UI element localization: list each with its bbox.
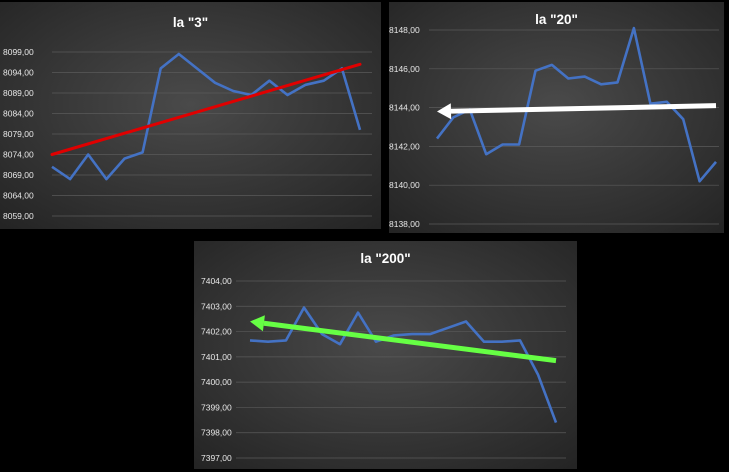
chart-title: la "20" — [535, 12, 578, 27]
y-tick-label: 8089,00 — [3, 88, 34, 98]
trend-line — [50, 62, 362, 156]
y-tick-label: 7398,00 — [201, 428, 232, 438]
y-tick-label: 8094,00 — [3, 68, 34, 78]
y-tick-label: 8074,00 — [3, 150, 34, 160]
y-tick-label: 8059,00 — [3, 211, 34, 221]
y-tick-label: 8148,00 — [389, 25, 420, 35]
y-tick-label: 7397,00 — [201, 453, 232, 463]
chart-panel-la-3: 8099,00 8094,00 8089,00 8084,00 8079,00 8074,… — [0, 2, 381, 229]
chart-title: la "200" — [360, 251, 410, 266]
series-line — [249, 306, 558, 424]
y-tick-label: 8138,00 — [389, 219, 420, 229]
y-tick-label: 8084,00 — [3, 109, 34, 119]
y-tick-label: 8142,00 — [389, 141, 420, 151]
y-tick-label: 7404,00 — [201, 276, 232, 286]
y-tick-label: 7402,00 — [201, 327, 232, 337]
trend-arrowhead — [250, 315, 265, 332]
y-tick-label: 8069,00 — [3, 170, 34, 180]
y-tick-label: 8146,00 — [389, 64, 420, 74]
chart-title: la "3" — [173, 15, 208, 30]
chart-la-20: 8148,00 8146,00 8144,00 8142,00 8140,00 8138,… — [389, 2, 724, 233]
trend-arrow — [263, 320, 557, 364]
y-tick-label: 7403,00 — [201, 301, 232, 311]
trend-arrowhead — [437, 103, 452, 120]
y-tick-label: 8099,00 — [3, 47, 34, 57]
chart-background — [389, 2, 724, 233]
y-tick-label: 8144,00 — [389, 103, 420, 113]
trend-arrow — [450, 103, 717, 114]
y-tick-label: 7399,00 — [201, 402, 232, 412]
y-tick-label: 7400,00 — [201, 377, 232, 387]
y-tick-label: 8079,00 — [3, 129, 34, 139]
y-tick-label: 8140,00 — [389, 180, 420, 190]
y-tick-label: 7401,00 — [201, 352, 232, 362]
y-tick-label: 8064,00 — [3, 191, 34, 201]
chart-la-3: 8099,00 8094,00 8089,00 8084,00 8079,00 8074,… — [0, 2, 381, 229]
chart-panel-la-200: 7404,00 7403,00 7402,00 7401,00 7400,00 7399,… — [194, 241, 577, 469]
chart-panel-la-20: 8148,00 8146,00 8144,00 8142,00 8140,00 8138,… — [389, 2, 724, 233]
series-line — [51, 52, 362, 181]
chart-la-200: 7404,00 7403,00 7402,00 7401,00 7400,00 7399,… — [194, 241, 577, 469]
